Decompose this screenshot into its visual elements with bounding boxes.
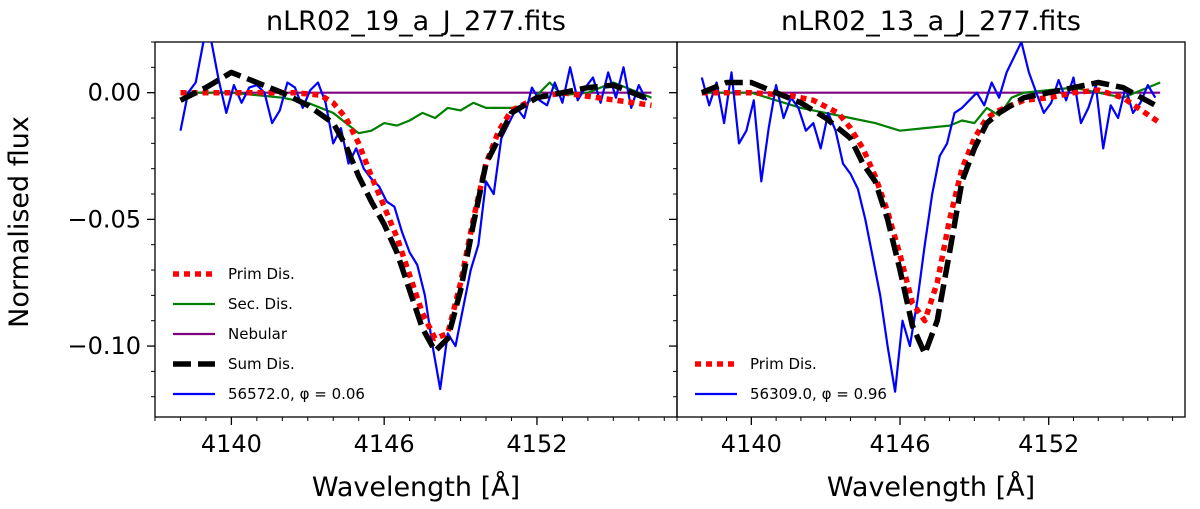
panel-2-title: nLR02_13_a_J_277.fits: [781, 6, 1081, 37]
panel-1-legend-label: Nebular: [228, 325, 288, 343]
panel-2-legend-label: 56309.0, φ = 0.96: [750, 385, 887, 403]
panel-2-series-prim-line: [701, 87, 1162, 324]
panel-1-y-tick-label-2: −0.10: [67, 332, 141, 360]
panel-1-series-prim-line: [180, 89, 652, 342]
panel-1-series-56572-line: [179, 42, 648, 391]
panel-1-legend-label: Prim Dis.: [228, 265, 295, 283]
panel-1-legend-label: 56572.0, φ = 0.06: [228, 385, 365, 403]
panel-1-series-sec-line: [180, 81, 652, 135]
panel-2-x-tick-label-4146: 4146: [869, 430, 930, 458]
panel-1-legend-label: Sum Dis.: [228, 355, 295, 373]
panel-1-legend-label: Sec. Dis.: [228, 295, 293, 313]
panel-1-x-tick-label-4152: 4152: [506, 430, 567, 458]
panel-2-series-sum-line: [700, 79, 1162, 357]
panel-1-y-tick-label-1: −0.05: [67, 205, 141, 233]
panel-1-y-tick-label-0: 0.00: [88, 79, 141, 107]
panel-2-x-axis-label: Wavelength [Å]: [827, 471, 1035, 503]
panel-1-x-tick-label-4140: 4140: [201, 430, 262, 458]
panel-2-x-tick-label-4152: 4152: [1018, 430, 1079, 458]
y-axis-label: Normalised flux: [4, 116, 35, 328]
panel-2-x-tick-label-4140: 4140: [721, 430, 782, 458]
panel-1-title: nLR02_19_a_J_277.fits: [266, 6, 566, 37]
panel-1-series-sum-line: [179, 69, 653, 354]
panel-2-frame: [676, 41, 1186, 418]
panel-1-x-axis-label: Wavelength [Å]: [312, 471, 520, 503]
panel-1-x-tick-label-4146: 4146: [354, 430, 415, 458]
panel-2-legend-label: Prim Dis.: [750, 355, 817, 373]
